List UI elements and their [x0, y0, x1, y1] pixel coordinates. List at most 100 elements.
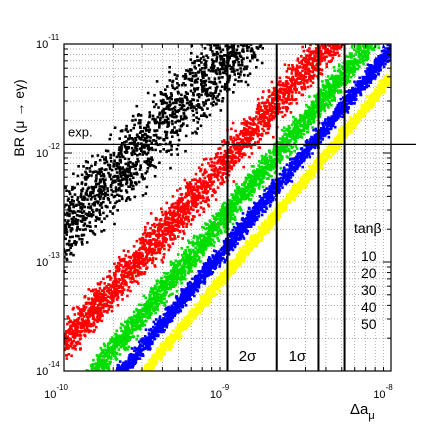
data-point	[192, 185, 196, 188]
data-point	[64, 255, 66, 259]
data-point	[84, 160, 88, 163]
data-point	[175, 147, 179, 151]
data-point	[278, 76, 282, 80]
data-point	[200, 185, 204, 189]
data-point	[336, 48, 339, 51]
data-point	[335, 44, 338, 48]
data-point	[173, 108, 177, 112]
data-point	[228, 210, 232, 213]
data-point	[193, 65, 196, 68]
data-point	[80, 173, 84, 177]
data-point	[96, 317, 99, 321]
data-point	[73, 321, 76, 324]
data-point	[123, 157, 127, 160]
data-point	[322, 44, 326, 48]
data-point	[76, 326, 80, 329]
data-point	[175, 86, 179, 89]
data-point	[181, 214, 185, 218]
data-point	[256, 97, 260, 101]
data-point	[216, 152, 219, 155]
data-point	[118, 285, 122, 289]
data-point	[134, 144, 138, 148]
data-point	[105, 299, 109, 302]
data-point	[256, 118, 260, 121]
data-point	[339, 47, 342, 50]
data-point	[212, 180, 216, 183]
data-point	[234, 218, 237, 222]
data-point	[75, 203, 78, 207]
data-point	[236, 136, 240, 140]
data-point	[298, 135, 301, 138]
data-point	[99, 303, 103, 306]
data-point	[196, 190, 199, 193]
data-point	[64, 219, 67, 222]
data-point	[299, 71, 302, 75]
data-point	[221, 76, 224, 79]
data-point	[258, 120, 261, 124]
data-point	[194, 130, 197, 134]
data-point	[148, 111, 151, 114]
data-point	[75, 323, 79, 326]
data-point	[242, 57, 245, 60]
data-point	[186, 183, 190, 186]
data-point	[196, 55, 199, 59]
data-point	[240, 155, 244, 159]
data-point	[193, 61, 196, 65]
data-point	[64, 231, 67, 234]
data-point	[92, 210, 95, 214]
data-point	[176, 217, 180, 221]
data-point	[237, 72, 240, 75]
data-point	[93, 163, 97, 166]
data-point	[203, 70, 206, 74]
data-point	[85, 167, 88, 170]
data-point	[326, 40, 329, 43]
data-point	[130, 281, 134, 284]
data-point	[174, 98, 177, 102]
data-point	[80, 311, 83, 315]
data-point	[218, 166, 222, 169]
data-point	[272, 41, 275, 44]
data-point	[211, 64, 214, 67]
data-point	[132, 260, 135, 263]
data-point	[134, 274, 138, 278]
data-point	[273, 165, 276, 168]
data-point	[139, 166, 142, 169]
data-point	[82, 326, 85, 329]
data-point	[109, 276, 113, 280]
data-point	[261, 132, 264, 136]
data-point	[320, 44, 324, 47]
data-point	[160, 92, 163, 95]
data-point	[120, 189, 123, 193]
data-point	[138, 260, 142, 264]
data-point	[206, 235, 210, 238]
data-point	[359, 48, 362, 52]
data-point	[129, 142, 132, 145]
data-point	[297, 91, 301, 94]
data-point	[200, 70, 203, 74]
data-point	[132, 328, 135, 331]
data-point	[164, 136, 168, 139]
data-point	[189, 208, 193, 211]
data-point	[71, 211, 74, 215]
data-point	[369, 41, 372, 44]
data-point	[225, 176, 228, 179]
data-point	[85, 193, 89, 196]
data-point	[174, 223, 177, 227]
data-point	[85, 325, 89, 328]
data-point	[173, 234, 176, 238]
data-point	[157, 106, 160, 109]
data-point	[272, 105, 275, 109]
data-point	[248, 72, 252, 75]
data-point	[138, 137, 142, 140]
data-point	[193, 89, 197, 93]
data-point	[191, 105, 194, 109]
data-point	[236, 135, 240, 138]
data-point	[178, 97, 182, 100]
data-point	[211, 50, 214, 53]
data-point	[246, 132, 249, 136]
data-point	[168, 114, 172, 117]
data-point	[188, 78, 192, 82]
data-point	[285, 91, 288, 95]
data-point	[230, 70, 234, 73]
data-point	[312, 50, 315, 54]
